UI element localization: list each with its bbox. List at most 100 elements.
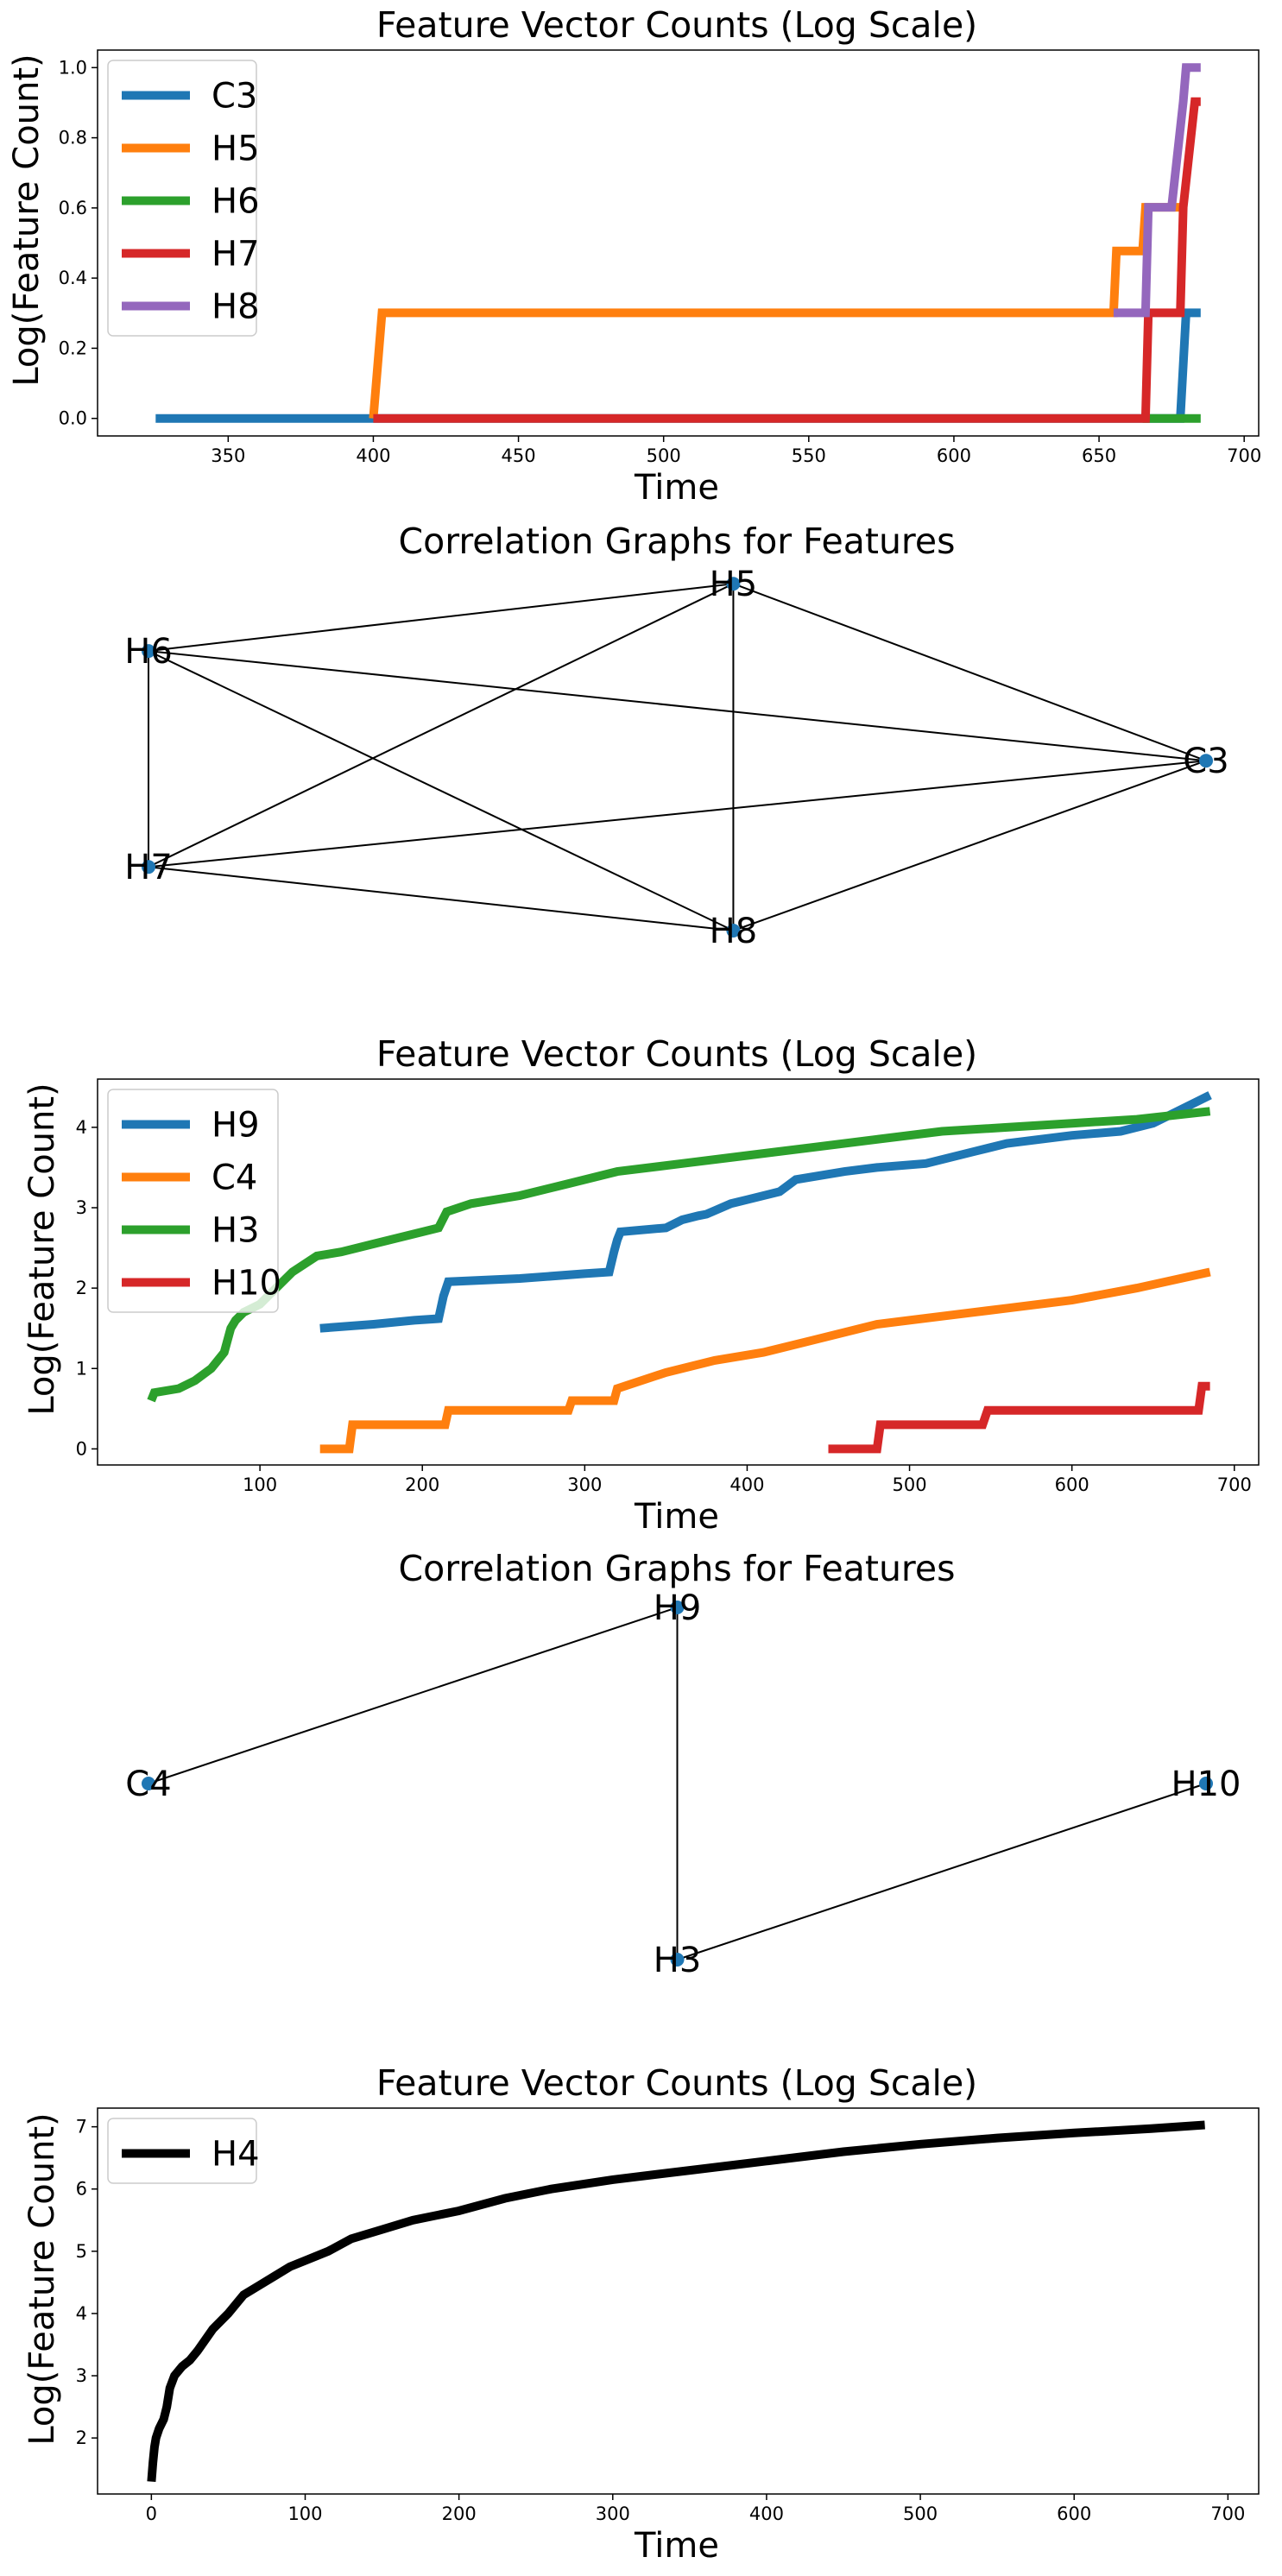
node-C3 <box>1199 754 1213 768</box>
edge-H6-C3 <box>148 650 1207 762</box>
edge-H5-C3 <box>733 583 1207 762</box>
x-tick-label: 300 <box>567 1474 602 1495</box>
x-tick-label: 0 <box>146 2503 157 2524</box>
chart-title-3: Feature Vector Counts (Log Scale) <box>376 2062 977 2104</box>
legend-label-H5: H5 <box>212 129 260 169</box>
series-line-H10 <box>828 1381 1210 1454</box>
node-H8 <box>726 924 741 938</box>
node-label-H3: H3 <box>654 1941 702 1980</box>
x-tick-label: 500 <box>893 1474 927 1495</box>
legend-label-H9: H9 <box>212 1106 260 1146</box>
node-label-H9: H9 <box>654 1588 702 1628</box>
plot-frame <box>97 2107 1260 2495</box>
x-axis-label-3: Time <box>634 2526 719 2566</box>
y-tick-label: 0 <box>76 1438 87 1459</box>
series-line-H7 <box>373 97 1201 423</box>
y-axis-label-1: Log(Feature Count) <box>7 54 47 386</box>
x-tick-label: 400 <box>729 1474 764 1495</box>
edge-H3-H10 <box>677 1783 1207 1960</box>
edge-H6-H8 <box>148 650 734 931</box>
y-tick-label: 0.0 <box>59 408 87 429</box>
edge-H8-C3 <box>733 760 1207 931</box>
y-tick-label: 4 <box>76 2303 87 2324</box>
x-tick-label: 600 <box>937 445 971 466</box>
series-line-C4 <box>319 1267 1211 1454</box>
x-tick-label: 600 <box>1055 1474 1089 1495</box>
series-line-H9 <box>319 1091 1212 1333</box>
node-label-C3: C3 <box>1183 742 1228 781</box>
graph-title-1: Correlation Graphs for Features <box>399 521 956 562</box>
chart-title-1: Feature Vector Counts (Log Scale) <box>376 4 977 46</box>
x-tick-label: 100 <box>243 1474 277 1495</box>
x-tick-label: 300 <box>596 2503 630 2524</box>
x-tick-label: 600 <box>1057 2503 1091 2524</box>
node-label-H6: H6 <box>124 632 173 672</box>
edge-H6-H5 <box>148 583 734 653</box>
legend-label-H7: H7 <box>212 235 260 275</box>
x-tick-label: 200 <box>405 1474 439 1495</box>
x-tick-label: 700 <box>1217 1474 1252 1495</box>
legend-label-H10: H10 <box>212 1264 281 1304</box>
node-H7 <box>142 860 155 874</box>
x-axis-label-2: Time <box>634 1497 719 1537</box>
y-tick-label: 4 <box>76 1117 87 1138</box>
x-tick-label: 400 <box>356 445 390 466</box>
y-tick-label: 2 <box>76 1278 87 1298</box>
y-tick-label: 0.6 <box>59 198 87 218</box>
node-H9 <box>670 1601 685 1614</box>
plot-frame <box>97 49 1260 437</box>
series-line-H8 <box>1113 63 1201 318</box>
node-C4 <box>142 1777 155 1790</box>
correlation-graph-panel-1: Correlation Graphs for Features H5 H6 C3 H7… <box>124 521 1228 951</box>
x-tick-label: 550 <box>792 445 826 466</box>
legend-label-C4: C4 <box>212 1159 257 1198</box>
y-axis-label-2: Log(Feature Count) <box>22 1083 62 1415</box>
legend-label-H6: H6 <box>212 182 260 222</box>
legend-label-H8: H8 <box>212 287 260 327</box>
legend-label-C3: C3 <box>212 77 257 117</box>
edge-H5-H7 <box>148 583 734 868</box>
y-tick-label: 2 <box>76 2428 87 2448</box>
y-tick-label: 6 <box>76 2179 87 2200</box>
y-tick-label: 3 <box>76 1197 87 1218</box>
x-tick-label: 100 <box>287 2503 322 2524</box>
x-tick-label: 400 <box>749 2503 784 2524</box>
graph-title-2: Correlation Graphs for Features <box>399 1548 956 1589</box>
y-tick-label: 5 <box>76 2241 87 2262</box>
x-tick-label: 500 <box>903 2503 938 2524</box>
node-H5 <box>726 577 741 591</box>
x-axis-label-1: Time <box>634 468 719 508</box>
y-tick-label: 7 <box>76 2117 87 2137</box>
plot-frame <box>97 1078 1260 1466</box>
x-tick-label: 200 <box>442 2503 477 2524</box>
legend-box <box>107 1089 279 1313</box>
line-chart-panel-3: Feature Vector Counts (Log Scale) Time L… <box>22 2062 1260 2566</box>
node-label-H8: H8 <box>710 912 758 951</box>
y-tick-label: 0.4 <box>59 268 87 288</box>
x-tick-label: 700 <box>1227 445 1261 466</box>
line-chart-panel-2: Feature Vector Counts (Log Scale) Time L… <box>22 1033 1260 1537</box>
node-label-H7: H7 <box>124 848 173 887</box>
node-H3 <box>670 1953 685 1967</box>
y-tick-label: 1 <box>76 1358 87 1379</box>
edge-H7-C3 <box>148 760 1207 868</box>
node-label-H5: H5 <box>710 565 758 604</box>
y-tick-label: 1.0 <box>59 57 87 78</box>
series-line-H4 <box>147 2120 1205 2482</box>
series-line-H3 <box>147 1107 1211 1403</box>
node-label-H10: H10 <box>1171 1765 1241 1804</box>
correlation-graph-panel-2: Correlation Graphs for Features H9 C4 H10 H… <box>125 1548 1241 1980</box>
chart-title-2: Feature Vector Counts (Log Scale) <box>376 1033 977 1075</box>
edge-H7-H8 <box>148 866 734 931</box>
edge-C4-H9 <box>148 1607 678 1784</box>
x-tick-label: 350 <box>211 445 245 466</box>
y-axis-label-3: Log(Feature Count) <box>22 2112 62 2445</box>
line-chart-panel-1: Feature Vector Counts (Log Scale) Time L… <box>7 4 1261 508</box>
x-tick-label: 500 <box>647 445 681 466</box>
x-tick-label: 700 <box>1210 2503 1245 2524</box>
node-label-C4: C4 <box>125 1765 171 1804</box>
node-H10 <box>1199 1777 1213 1790</box>
node-H6 <box>142 644 155 659</box>
y-tick-label: 3 <box>76 2365 87 2386</box>
